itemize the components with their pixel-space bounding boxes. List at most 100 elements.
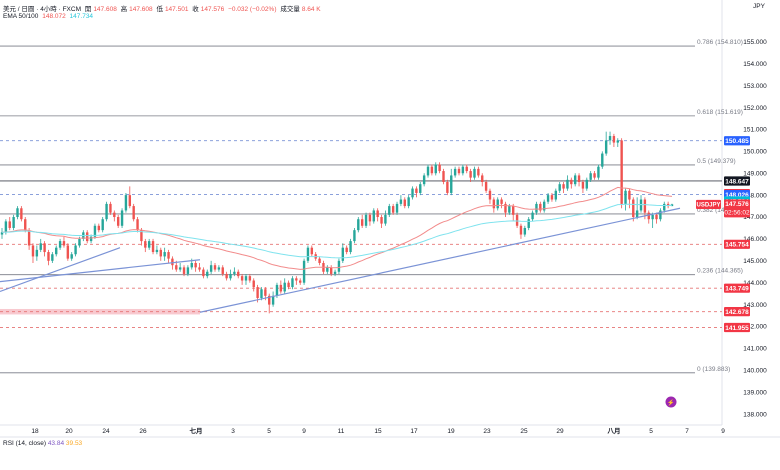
time-tick-label: 9 [302, 428, 306, 435]
candle-body [415, 188, 418, 193]
fib-level-label: 0.236 (144.365) [697, 268, 743, 275]
candle-body [357, 219, 360, 231]
time-tick-label: 15 [374, 428, 382, 435]
candle-body [457, 168, 461, 174]
candle-body [318, 258, 321, 263]
candle-body [407, 197, 410, 207]
candle-body [422, 175, 426, 185]
candle-body [442, 171, 445, 182]
price-tag-label: 150.485 [725, 138, 749, 145]
candle-body [333, 271, 337, 274]
candle-body [360, 219, 364, 226]
price-tick-label: 149.000 [743, 170, 767, 177]
candle-body [190, 263, 193, 268]
candle-body [24, 219, 27, 231]
price-tag [724, 322, 750, 333]
candle-body [35, 249, 39, 257]
candle-body [283, 282, 286, 292]
price-tick-label: 152.000 [743, 105, 767, 112]
candle-body [508, 206, 511, 213]
fib-level-label: 0.786 (154.810) [697, 39, 743, 46]
symbol-tag-label: USDJPY [696, 203, 720, 209]
candle-body [450, 175, 453, 193]
candle-body [461, 166, 465, 174]
candle-body [604, 140, 608, 154]
rsi-legend[interactable]: RSI (14, close) 43.84 39.53 [3, 440, 82, 447]
high-value: 147.608 [129, 6, 153, 13]
candle-body [101, 219, 104, 231]
candle-body [237, 271, 240, 277]
candle-body [39, 243, 42, 250]
trendline [0, 247, 121, 293]
time-tick-label: 9 [721, 428, 725, 435]
candle-body [473, 168, 476, 178]
candle-body [341, 247, 345, 261]
candle-body [670, 204, 674, 207]
time-tick-label: 26 [139, 428, 147, 435]
candle-body [608, 136, 612, 141]
candle-body [206, 271, 209, 277]
candle-body [302, 260, 306, 283]
candle-body [16, 208, 19, 218]
candle-body [43, 243, 46, 253]
candle-body [411, 188, 414, 198]
candle-body [353, 230, 356, 242]
candle-body [380, 217, 383, 224]
time-tick-label: 19 [447, 428, 455, 435]
candle-body [252, 280, 255, 288]
candle-body [275, 284, 279, 296]
countdown-label: 02:56:02 [724, 209, 750, 216]
candle-body [175, 265, 178, 270]
candle-body [159, 249, 162, 257]
candle-body [260, 289, 263, 299]
rsi-value-2: 39.53 [65, 440, 83, 447]
price-tick-label: 140.000 [743, 367, 767, 374]
candle-body [539, 203, 542, 211]
candle-body [500, 199, 503, 204]
candle-body [368, 214, 372, 222]
candle-body [105, 203, 108, 220]
candle-body [566, 179, 569, 189]
candle-body [27, 230, 31, 246]
candle-body [140, 230, 143, 242]
time-tick-label: 23 [483, 428, 491, 435]
candle-body [70, 254, 73, 259]
candle-body [202, 269, 205, 277]
candle-body [562, 184, 565, 189]
candle-body [651, 214, 654, 220]
candle-body [244, 276, 248, 281]
price-tag-label: 148.647 [725, 178, 749, 185]
lightning-icon [665, 396, 677, 408]
price-tag [724, 283, 750, 293]
candle-body [12, 217, 15, 228]
candle-body [337, 260, 341, 272]
candle-body [147, 241, 151, 248]
candle-body [585, 179, 588, 189]
candle-body [616, 140, 619, 143]
symbol-title[interactable]: 美元 / 日圓 · 4小時 · FXCM [3, 6, 81, 13]
candle-body [655, 214, 658, 220]
low-value: 147.501 [164, 6, 189, 13]
candle-body [124, 195, 128, 211]
candle-body [326, 267, 329, 272]
candle-body [256, 287, 259, 299]
time-tick-label: 5 [649, 428, 653, 435]
price-tick-label: 145.000 [743, 258, 767, 265]
candle-body [430, 166, 434, 174]
candle-body [399, 199, 403, 204]
candle-body [388, 206, 391, 215]
candle-body [221, 267, 224, 274]
price-tick-label: 144.000 [743, 280, 767, 287]
fib-level-label: 0.382 (147.1…) [697, 207, 742, 214]
ema-legend[interactable]: EMA 50/100 148.072 147.734 [3, 13, 95, 20]
candle-body [542, 201, 546, 211]
candle-body [198, 267, 201, 270]
price-tick-label: 155.000 [743, 39, 767, 46]
candle-body [345, 247, 348, 253]
price-tick-label: 147.000 [743, 214, 767, 221]
candle-body [577, 175, 581, 182]
liquidity-zone [0, 308, 200, 315]
price-tick-label: 150.000 [743, 149, 767, 156]
price-tag-label: 142.678 [725, 309, 749, 316]
